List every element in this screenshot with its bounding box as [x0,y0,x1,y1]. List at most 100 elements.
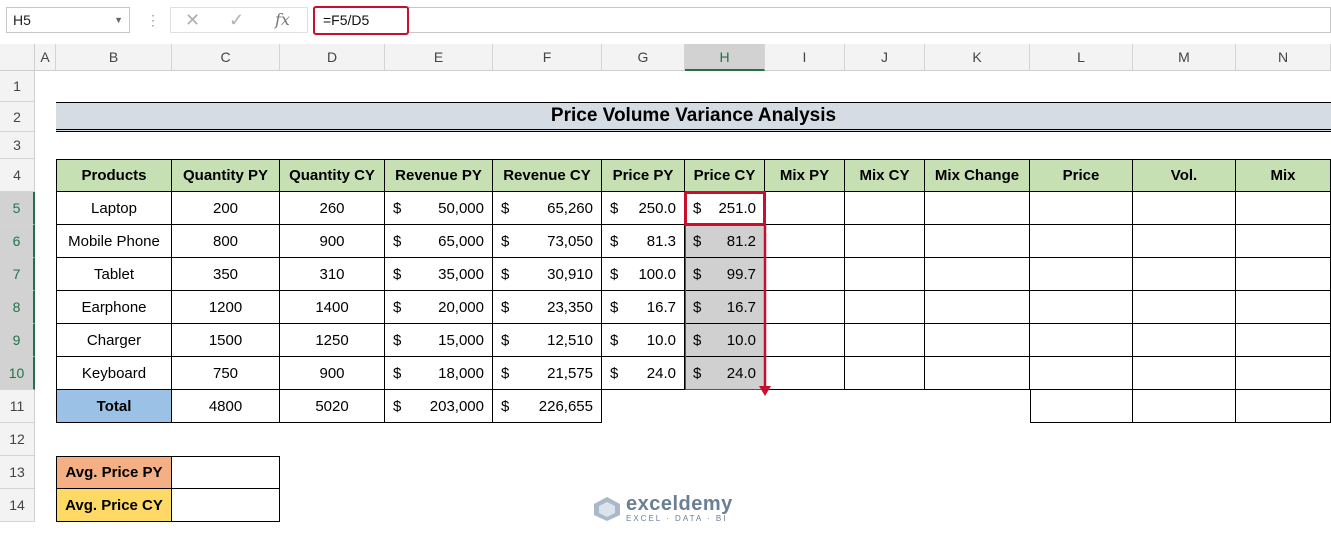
empty-cell[interactable] [765,324,845,357]
avg-price-cy-label[interactable]: Avg. Price CY [56,489,172,522]
insert-function-icon[interactable]: fx [275,10,290,29]
empty-cell[interactable] [1030,225,1133,258]
formula-input[interactable] [313,7,1331,33]
qty-py-cell[interactable]: 350 [172,258,280,291]
total-qty-cy[interactable]: 5020 [280,390,385,423]
qty-py-cell[interactable]: 1500 [172,324,280,357]
empty-cell[interactable] [845,225,925,258]
empty-cell[interactable] [1030,291,1133,324]
qty-cy-cell[interactable]: 900 [280,225,385,258]
rev-cy-cell[interactable]: $23,350 [493,291,602,324]
price-cy-cell[interactable]: $16.7 [685,291,765,324]
product-cell[interactable]: Laptop [56,192,172,225]
empty-cell[interactable] [1133,258,1236,291]
price-cy-cell[interactable]: $81.2 [685,225,765,258]
empty-cell[interactable] [1236,225,1331,258]
qty-py-cell[interactable]: 800 [172,225,280,258]
column-header-j[interactable]: J [845,44,925,71]
total-rev-py[interactable]: $203,000 [385,390,493,423]
column-header-k[interactable]: K [925,44,1030,71]
product-cell[interactable]: Tablet [56,258,172,291]
price-py-cell[interactable]: $24.0 [602,357,685,390]
empty-cell[interactable] [1133,291,1236,324]
empty-cell[interactable] [845,258,925,291]
column-header-e[interactable]: E [385,44,493,71]
sheet-title[interactable]: Price Volume Variance Analysis [56,102,1331,132]
empty-cell[interactable] [1133,324,1236,357]
row-header-12[interactable]: 12 [0,423,35,456]
empty-cell[interactable] [1030,324,1133,357]
row-header-11[interactable]: 11 [0,390,35,423]
table-header-cell[interactable]: Price PY [602,159,685,192]
price-py-cell[interactable]: $16.7 [602,291,685,324]
rev-py-cell[interactable]: $65,000 [385,225,493,258]
empty-cell[interactable] [845,324,925,357]
row-header-4[interactable]: 4 [0,159,35,192]
row-header-9[interactable]: 9 [0,324,35,357]
empty-cell[interactable] [925,258,1030,291]
price-py-cell[interactable]: $250.0 [602,192,685,225]
empty-cell[interactable] [765,225,845,258]
avg-price-py-label[interactable]: Avg. Price PY [56,456,172,489]
select-all-corner[interactable] [0,44,35,71]
column-header-f[interactable]: F [493,44,602,71]
table-header-cell[interactable]: Products [56,159,172,192]
column-header-i[interactable]: I [765,44,845,71]
column-header-d[interactable]: D [280,44,385,71]
price-cy-cell[interactable]: $24.0 [685,357,765,390]
empty-cell[interactable] [845,357,925,390]
table-header-cell[interactable]: Mix CY [845,159,925,192]
row-header-5[interactable]: 5 [0,192,35,225]
total-rev-cy[interactable]: $226,655 [493,390,602,423]
product-cell[interactable]: Mobile Phone [56,225,172,258]
empty-cell[interactable] [1133,192,1236,225]
rev-py-cell[interactable]: $50,000 [385,192,493,225]
row-header-10[interactable]: 10 [0,357,35,390]
rev-cy-cell[interactable]: $30,910 [493,258,602,291]
table-header-cell[interactable]: Revenue PY [385,159,493,192]
row-header-6[interactable]: 6 [0,225,35,258]
empty-cell[interactable] [765,291,845,324]
row-header-7[interactable]: 7 [0,258,35,291]
column-header-c[interactable]: C [172,44,280,71]
empty-cell[interactable] [1030,390,1133,423]
column-header-a[interactable]: A [35,44,56,71]
qty-cy-cell[interactable]: 310 [280,258,385,291]
rev-cy-cell[interactable]: $73,050 [493,225,602,258]
price-py-cell[interactable]: $100.0 [602,258,685,291]
empty-cell[interactable] [925,225,1030,258]
row-header-1[interactable]: 1 [0,71,35,102]
avg-price-py-value[interactable] [172,456,280,489]
row-header-8[interactable]: 8 [0,291,35,324]
rev-py-cell[interactable]: $20,000 [385,291,493,324]
table-header-cell[interactable]: Vol. [1133,159,1236,192]
column-header-b[interactable]: B [56,44,172,71]
price-cy-cell[interactable]: $251.0 [685,192,765,225]
table-header-cell[interactable]: Price CY [685,159,765,192]
rev-cy-cell[interactable]: $12,510 [493,324,602,357]
product-cell[interactable]: Keyboard [56,357,172,390]
table-header-cell[interactable]: Mix [1236,159,1331,192]
column-header-m[interactable]: M [1133,44,1236,71]
price-cy-cell[interactable]: $10.0 [685,324,765,357]
table-header-cell[interactable]: Quantity PY [172,159,280,192]
empty-cell[interactable] [925,192,1030,225]
row-header-2[interactable]: 2 [0,102,35,132]
table-header-cell[interactable]: Mix Change [925,159,1030,192]
empty-cell[interactable] [1236,357,1331,390]
table-header-cell[interactable]: Quantity CY [280,159,385,192]
price-py-cell[interactable]: $10.0 [602,324,685,357]
empty-cell[interactable] [925,324,1030,357]
product-cell[interactable]: Earphone [56,291,172,324]
product-cell[interactable]: Charger [56,324,172,357]
empty-cell[interactable] [845,192,925,225]
empty-cell[interactable] [1236,258,1331,291]
empty-cell[interactable] [1133,357,1236,390]
enter-icon[interactable]: ✓ [229,10,245,30]
empty-cell[interactable] [1030,258,1133,291]
total-label[interactable]: Total [56,390,172,423]
empty-cell[interactable] [925,291,1030,324]
column-header-h[interactable]: H [685,44,765,71]
empty-cell[interactable] [925,357,1030,390]
empty-cell[interactable] [1133,225,1236,258]
